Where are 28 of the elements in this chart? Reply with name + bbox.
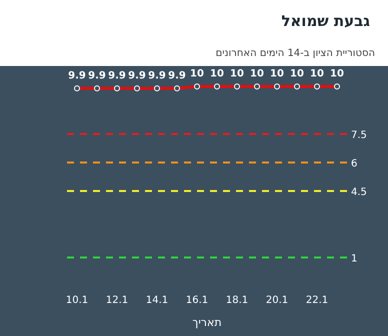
data-label: 10 xyxy=(330,68,344,80)
x-tick-label: 10.1 xyxy=(66,295,88,306)
x-axis-title: תאריך xyxy=(192,316,222,329)
y-tick-label: 6 xyxy=(351,158,358,170)
x-tick-label: 16.1 xyxy=(186,295,208,306)
data-label: 10 xyxy=(250,68,264,80)
data-label: 10 xyxy=(210,68,224,80)
x-tick-label: 12.1 xyxy=(106,295,128,306)
x-tick-label: 22.1 xyxy=(306,295,328,306)
x-tick-label: 14.1 xyxy=(146,295,168,306)
chart-title: גבעת שמואל xyxy=(281,12,370,30)
x-tick-label: 20.1 xyxy=(266,295,288,306)
data-label: 9.9 xyxy=(168,70,186,82)
data-label: 9.9 xyxy=(128,70,146,82)
data-label: 9.9 xyxy=(108,70,126,82)
data-label: 10 xyxy=(230,68,244,80)
x-tick-label: 18.1 xyxy=(226,295,248,306)
data-label: 10 xyxy=(290,68,304,80)
data-label: 10 xyxy=(270,68,284,80)
data-label: 9.9 xyxy=(148,70,166,82)
data-label: 9.9 xyxy=(88,70,106,82)
y-tick-label: 4.5 xyxy=(351,187,367,198)
data-label: 9.9 xyxy=(68,70,86,82)
y-tick-label: 7.5 xyxy=(351,130,367,141)
data-label: 10 xyxy=(310,68,324,80)
chart-subtitle: הסטוריית הציון ב-14 הימים האחרונים xyxy=(216,48,375,59)
y-tick-label: 1 xyxy=(351,254,358,264)
data-label: 10 xyxy=(190,68,204,80)
